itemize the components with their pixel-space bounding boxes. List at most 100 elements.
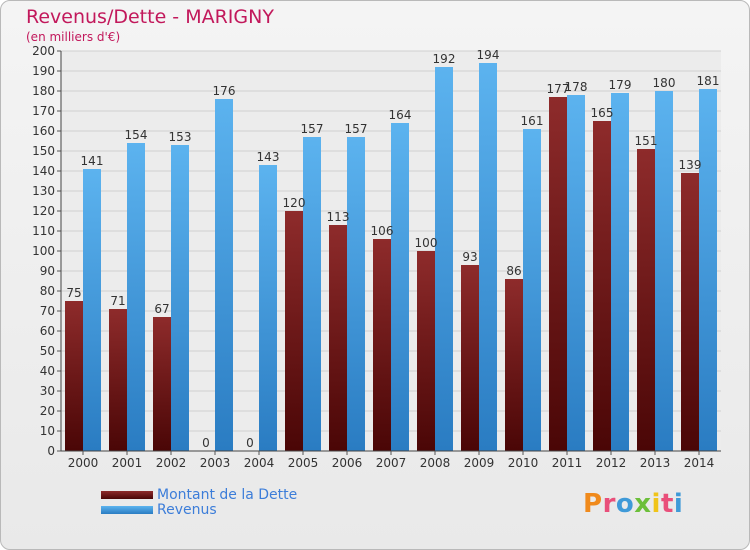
data-label-revenus: 153 <box>169 130 192 144</box>
x-tick-label: 2001 <box>112 456 143 470</box>
legend-label-dette: Montant de la Dette <box>157 486 298 503</box>
data-label-dette: 100 <box>415 236 438 250</box>
data-label-revenus: 157 <box>345 122 368 136</box>
data-label-revenus: 179 <box>609 78 632 92</box>
y-tick-label: 130 <box>32 184 55 198</box>
data-label-dette: 86 <box>506 264 521 278</box>
bar-dette <box>549 97 567 451</box>
bar-revenus <box>127 143 145 451</box>
y-tick-label: 70 <box>40 304 55 318</box>
y-tick-label: 180 <box>32 84 55 98</box>
y-tick-label: 30 <box>40 384 55 398</box>
bar-dette <box>373 239 391 451</box>
data-label-revenus: 194 <box>477 48 500 62</box>
data-label-dette: 106 <box>371 224 394 238</box>
y-tick-label: 190 <box>32 64 55 78</box>
x-tick-label: 2000 <box>68 456 99 470</box>
legend-label-revenus: Revenus <box>157 501 217 518</box>
bar-dette <box>329 225 347 451</box>
legend-swatch-revenus <box>101 505 153 514</box>
bar-dette <box>417 251 435 451</box>
bar-dette <box>109 309 127 451</box>
data-label-dette: 120 <box>283 196 306 210</box>
data-label-dette: 139 <box>679 158 702 172</box>
bars <box>65 63 717 451</box>
data-label-dette: 165 <box>591 106 614 120</box>
data-label-dette: 0 <box>246 436 254 450</box>
logo-letter: o <box>615 489 635 519</box>
x-tick-label: 2009 <box>464 456 495 470</box>
legend-item-dette: Montant de la Dette <box>101 486 298 503</box>
y-tick-label: 160 <box>32 124 55 138</box>
bar-revenus <box>567 95 585 451</box>
logo-letter: i <box>673 489 684 519</box>
data-label-revenus: 141 <box>81 154 104 168</box>
x-tick-label: 2002 <box>156 456 187 470</box>
data-label-revenus: 181 <box>697 74 720 88</box>
logo-letter: t <box>660 489 674 519</box>
x-tick-label: 2010 <box>508 456 539 470</box>
y-tick-label: 50 <box>40 344 55 358</box>
bar-dette <box>681 173 699 451</box>
data-label-dette: 71 <box>110 294 125 308</box>
logo-letter: r <box>602 489 616 519</box>
bar-dette <box>461 265 479 451</box>
bar-dette <box>65 301 83 451</box>
data-label-dette: 67 <box>154 302 169 316</box>
y-tick-label: 200 <box>32 44 55 58</box>
data-label-revenus: 143 <box>257 150 280 164</box>
bar-revenus <box>611 93 629 451</box>
bar-dette <box>153 317 171 451</box>
data-label-revenus: 161 <box>521 114 544 128</box>
proxiti-logo: Proxiti <box>583 489 683 519</box>
x-tick-label: 2008 <box>420 456 451 470</box>
bar-revenus <box>523 129 541 451</box>
bar-revenus <box>83 169 101 451</box>
y-tick-label: 170 <box>32 104 55 118</box>
data-label-dette: 75 <box>66 286 81 300</box>
x-tick-label: 2007 <box>376 456 407 470</box>
bar-dette <box>593 121 611 451</box>
data-label-revenus: 157 <box>301 122 324 136</box>
data-label-dette: 113 <box>327 210 350 224</box>
y-tick-label: 90 <box>40 264 55 278</box>
data-label-revenus: 154 <box>125 128 148 142</box>
x-tick-label: 2013 <box>640 456 671 470</box>
legend: Montant de la Dette Revenus <box>101 486 298 518</box>
data-label-revenus: 180 <box>653 76 676 90</box>
legend-item-revenus: Revenus <box>101 501 297 518</box>
x-tick-label: 2004 <box>244 456 275 470</box>
y-tick-label: 40 <box>40 364 55 378</box>
y-tick-label: 100 <box>32 244 55 258</box>
y-tick-label: 20 <box>40 404 55 418</box>
bar-dette <box>505 279 523 451</box>
logo-letter: x <box>634 489 652 519</box>
x-tick-label: 2003 <box>200 456 231 470</box>
logo-letter: i <box>651 489 661 519</box>
bar-revenus <box>435 67 453 451</box>
bar-revenus <box>303 137 321 451</box>
chart-title: Revenus/Dette - MARIGNY <box>26 6 274 28</box>
y-tick-label: 80 <box>40 284 55 298</box>
bar-revenus <box>347 137 365 451</box>
data-label-revenus: 178 <box>565 80 588 94</box>
y-tick-label: 120 <box>32 204 55 218</box>
data-labels: 75 141 71 154 67 153 0 176 0 143 120 157 113 157 106 16… <box>66 48 719 450</box>
y-tick-label: 0 <box>47 444 55 458</box>
data-label-dette: 177 <box>547 82 570 96</box>
x-tick-label: 2006 <box>332 456 363 470</box>
bar-revenus <box>259 165 277 451</box>
x-tick-label: 2014 <box>684 456 715 470</box>
x-tick-label: 2012 <box>596 456 627 470</box>
data-label-revenus: 164 <box>389 108 412 122</box>
y-tick-label: 60 <box>40 324 55 338</box>
data-label-dette: 0 <box>202 436 210 450</box>
bar-revenus <box>171 145 189 451</box>
bar-dette <box>637 149 655 451</box>
bar-revenus <box>655 91 673 451</box>
bar-revenus <box>479 63 497 451</box>
x-tick-label: 2005 <box>288 456 319 470</box>
bar-revenus <box>699 89 717 451</box>
